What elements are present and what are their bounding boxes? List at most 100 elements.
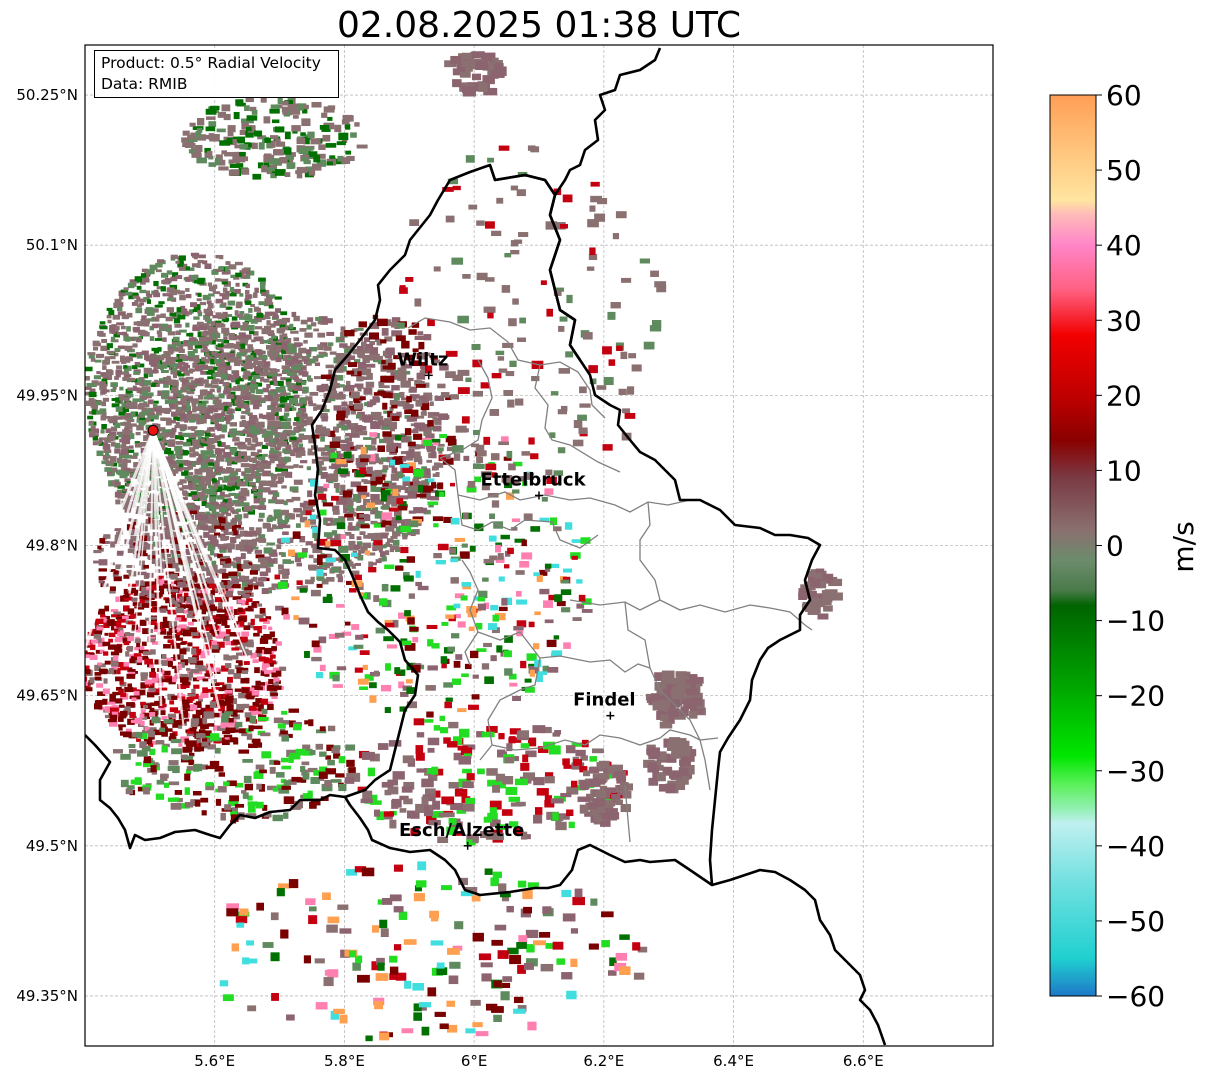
- echo-pixel: [291, 125, 301, 132]
- echo-pixel: [284, 100, 294, 104]
- echo-pixel: [340, 326, 346, 332]
- echo-pixel: [333, 426, 339, 433]
- echo-pixel: [182, 263, 188, 269]
- echo-pixel: [385, 499, 397, 505]
- echo-pixel: [182, 491, 189, 497]
- echo-pixel: [213, 332, 221, 339]
- echo-pixel: [303, 160, 311, 165]
- echo-pixel: [413, 451, 421, 458]
- echo-pixel: [267, 420, 277, 427]
- echo-pixel: [338, 132, 349, 141]
- echo-pixel: [111, 660, 119, 667]
- echo-pixel: [203, 626, 211, 631]
- echo-pixel: [325, 446, 331, 452]
- echo-pixel: [204, 263, 212, 269]
- echo-pixel: [350, 391, 360, 399]
- echo-pixel: [211, 376, 216, 380]
- echo-pixel: [296, 586, 302, 590]
- echo-pixel: [187, 668, 192, 674]
- echo-pixel: [294, 417, 300, 422]
- echo-pixel: [227, 314, 233, 317]
- echo-pixel: [212, 511, 220, 516]
- echo-pixel: [445, 435, 456, 443]
- echo-pixel: [316, 159, 327, 167]
- echo-pixel: [248, 579, 254, 585]
- echo-pixel: [126, 565, 136, 568]
- echo-pixel: [157, 628, 167, 635]
- echo-pixel: [274, 169, 286, 176]
- echo-pixel: [263, 436, 270, 442]
- echo-pixel: [305, 166, 315, 172]
- echo-pixel: [210, 419, 215, 423]
- echo-pixel: [298, 450, 306, 456]
- echo-pixel: [145, 358, 152, 362]
- echo-pixel: [221, 535, 230, 541]
- echo-pixel: [111, 467, 118, 473]
- echo-pixel: [265, 345, 275, 350]
- echo-pixel: [177, 528, 182, 532]
- echo-pixel: [179, 354, 187, 360]
- echo-pixel: [226, 585, 232, 589]
- echo-pixel: [219, 255, 224, 260]
- echo-pixel: [139, 595, 146, 599]
- echo-pixel: [149, 712, 156, 717]
- echo-pixel: [157, 355, 165, 361]
- echo-pixel: [171, 338, 179, 344]
- echo-pixel: [256, 454, 263, 458]
- echo-pixel: [207, 543, 216, 550]
- echo-pixel: [346, 498, 353, 503]
- echo-pixel: [162, 743, 170, 748]
- echo-pixel: [244, 289, 250, 295]
- echo-pixel: [226, 375, 232, 381]
- echo-pixel: [275, 467, 283, 472]
- echo-pixel: [153, 308, 159, 313]
- echo-pixel: [136, 425, 144, 431]
- echo-pixel: [98, 438, 103, 443]
- echo-pixel: [248, 725, 254, 732]
- echo-pixel: [339, 343, 348, 348]
- echo-pixel: [191, 688, 196, 695]
- echo-pixel: [258, 492, 263, 496]
- echo-pixel: [240, 678, 249, 684]
- echo-pixel: [292, 442, 299, 448]
- echo-pixel: [99, 384, 107, 391]
- echo-pixel: [259, 361, 265, 368]
- echo-pixel: [255, 357, 262, 361]
- echo-pixel: [300, 460, 308, 464]
- echo-pixel: [191, 426, 198, 430]
- echo-pixel: [412, 478, 419, 483]
- echo-pixel: [207, 405, 215, 409]
- echo-pixel: [239, 728, 248, 734]
- echo-pixel: [140, 674, 148, 682]
- echo-pixel: [131, 365, 138, 370]
- echo-pixel: [162, 293, 171, 297]
- echo-pixel: [147, 318, 154, 322]
- echo-pixel: [364, 363, 376, 368]
- echo-pixel: [226, 512, 232, 517]
- echo-pixel: [333, 405, 342, 411]
- echo-pixel: [143, 321, 150, 326]
- echo-pixel: [185, 355, 193, 360]
- echo-pixel: [205, 310, 214, 316]
- echo-pixel: [251, 109, 258, 115]
- echo-pixel: [175, 371, 182, 376]
- echo-pixel: [432, 465, 439, 471]
- echo-pixel: [221, 104, 231, 112]
- echo-pixel: [104, 467, 112, 472]
- echo-pixel: [122, 458, 128, 466]
- echo-pixel: [241, 730, 248, 737]
- echo-pixel: [386, 445, 396, 452]
- echo-pixel: [174, 400, 183, 405]
- echo-pixel: [206, 370, 212, 375]
- echo-pixel: [432, 416, 437, 420]
- echo-pixel: [357, 362, 367, 369]
- echo-pixel: [408, 510, 416, 514]
- echo-pixel: [230, 274, 236, 278]
- echo-pixel: [189, 510, 198, 515]
- echo-pixel: [188, 606, 194, 611]
- echo-pixel: [147, 399, 154, 405]
- echo-pixel: [151, 347, 158, 352]
- echo-pixel: [259, 769, 267, 774]
- echo-pixel: [202, 587, 208, 594]
- echo-pixel: [201, 741, 209, 747]
